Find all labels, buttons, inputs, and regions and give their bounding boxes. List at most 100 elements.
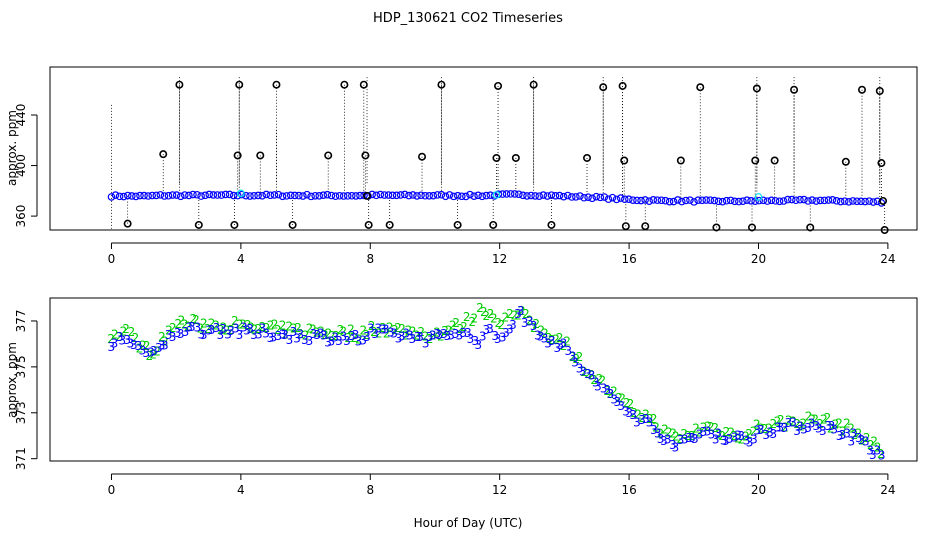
sensor-3-point: 3 xyxy=(433,327,441,341)
top-baseline-point xyxy=(286,191,295,200)
sensor-2-point: 2 xyxy=(498,318,506,332)
sensor-3-point: 3 xyxy=(800,423,808,437)
top-spike-point xyxy=(361,151,370,160)
sensor-3-point: 3 xyxy=(147,345,155,359)
sensor-3-point: 3 xyxy=(205,323,213,337)
sensor-2-point: 2 xyxy=(426,332,434,346)
bottom-data-points: 2222222222222222222222222222222222222222… xyxy=(107,301,885,462)
top-baseline-point xyxy=(331,192,340,201)
sensor-2-point: 2 xyxy=(259,320,267,334)
sensor-2-point: 2 xyxy=(526,314,534,328)
sensor-2-point: 2 xyxy=(189,312,197,326)
bottom-plot-frame xyxy=(49,297,918,462)
sensor-2-point: 2 xyxy=(765,421,773,435)
top-baseline-point xyxy=(123,191,132,200)
top-baseline-point xyxy=(250,191,258,200)
sensor-2-point: 2 xyxy=(115,330,123,344)
top-baseline-point xyxy=(547,191,556,199)
sensor-3-point: 3 xyxy=(491,329,499,343)
top-baseline-point xyxy=(747,197,755,205)
sensor-2-point: 2 xyxy=(757,421,765,435)
sensor-3-point: 3 xyxy=(866,443,874,457)
sensor-2-point: 2 xyxy=(858,434,866,448)
top-x-tick-label: 12 xyxy=(492,252,507,266)
top-baseline-point xyxy=(409,191,417,199)
top-baseline-point xyxy=(254,191,262,200)
top-baseline-point xyxy=(360,191,368,200)
bottom-y-axis: 371 373 375 377 xyxy=(14,310,38,470)
sensor-3-point: 3 xyxy=(108,340,116,354)
sensor-3-point: 3 xyxy=(452,327,460,341)
top-baseline-point xyxy=(295,191,303,200)
sensor-3-point: 3 xyxy=(554,341,562,355)
sensor-2-point: 2 xyxy=(552,332,560,346)
top-baseline-point xyxy=(568,193,576,201)
top-baseline-point xyxy=(816,196,825,205)
top-baseline-point xyxy=(209,191,218,199)
top-baseline-point xyxy=(307,192,315,201)
top-baseline-point xyxy=(343,192,352,200)
sensor-2-point: 2 xyxy=(753,418,761,432)
sensor-2-point: 2 xyxy=(607,387,615,401)
top-baseline-point xyxy=(421,191,429,200)
top-spike-point xyxy=(256,151,265,160)
top-baseline-point xyxy=(820,196,829,205)
sensor-2-point: 2 xyxy=(328,329,336,343)
top-spike-point xyxy=(233,151,242,160)
sensor-3-point: 3 xyxy=(135,339,143,353)
sensor-2-point: 2 xyxy=(569,350,577,364)
sensor-2-point: 2 xyxy=(279,318,287,332)
sensor-2-point: 2 xyxy=(449,318,457,332)
sensor-2-point: 2 xyxy=(530,321,538,335)
sensor-3-point: 3 xyxy=(479,330,487,344)
sensor-2-point: 2 xyxy=(560,339,568,353)
sensor-3-point: 3 xyxy=(182,325,190,339)
top-baseline-point xyxy=(417,191,425,200)
sensor-2-point: 2 xyxy=(730,429,738,443)
sensor-3-point: 3 xyxy=(116,330,124,344)
top-highlight-point xyxy=(754,193,763,201)
top-spike-point xyxy=(752,84,761,93)
sensor-3-point: 3 xyxy=(848,434,856,448)
sensor-2-point: 2 xyxy=(532,317,540,331)
sensor-3-point: 3 xyxy=(422,336,430,350)
sensor-3-point: 3 xyxy=(130,338,138,352)
sensor-2-point: 2 xyxy=(212,318,220,332)
top-baseline-point xyxy=(303,190,311,199)
top-baseline-point xyxy=(572,193,580,201)
top-baseline-point xyxy=(633,196,641,205)
top-baseline-point xyxy=(335,191,344,200)
sensor-2-point: 2 xyxy=(437,330,445,344)
sensor-2-point: 2 xyxy=(700,420,708,434)
sensor-3-point: 3 xyxy=(537,329,545,343)
sensor-2-point: 2 xyxy=(391,323,399,337)
top-baseline-point xyxy=(466,190,474,199)
top-baseline-point xyxy=(429,191,438,200)
sensor-2-point: 2 xyxy=(580,365,588,379)
sensor-3-point: 3 xyxy=(746,436,754,450)
top-baseline-point xyxy=(311,191,319,200)
top-baseline-point xyxy=(523,192,531,200)
top-highlight-point xyxy=(237,189,245,198)
top-spike-point xyxy=(364,220,373,229)
sensor-3-point: 3 xyxy=(638,413,646,427)
sensor-2-point: 2 xyxy=(405,324,413,338)
sensor-2-point: 2 xyxy=(618,392,626,406)
sensor-2-point: 2 xyxy=(441,324,449,338)
sensor-2-point: 2 xyxy=(107,332,115,346)
sensor-3-point: 3 xyxy=(836,429,844,443)
sensor-3-point: 3 xyxy=(796,419,804,433)
sensor-3-point: 3 xyxy=(839,428,847,442)
sensor-3-point: 3 xyxy=(808,417,816,431)
top-baseline-point xyxy=(726,196,735,205)
sensor-2-point: 2 xyxy=(522,307,530,321)
top-spike-point xyxy=(641,222,650,231)
top-spike-point xyxy=(806,223,815,232)
sensor-2-point: 2 xyxy=(490,312,498,326)
top-baseline-point xyxy=(189,190,197,199)
bottom-y-tick-label: 377 xyxy=(14,310,28,333)
sensor-3-point: 3 xyxy=(317,326,325,340)
sensor-3-point: 3 xyxy=(390,326,398,340)
sensor-2-point: 2 xyxy=(274,323,282,337)
top-spike-point xyxy=(159,150,168,159)
